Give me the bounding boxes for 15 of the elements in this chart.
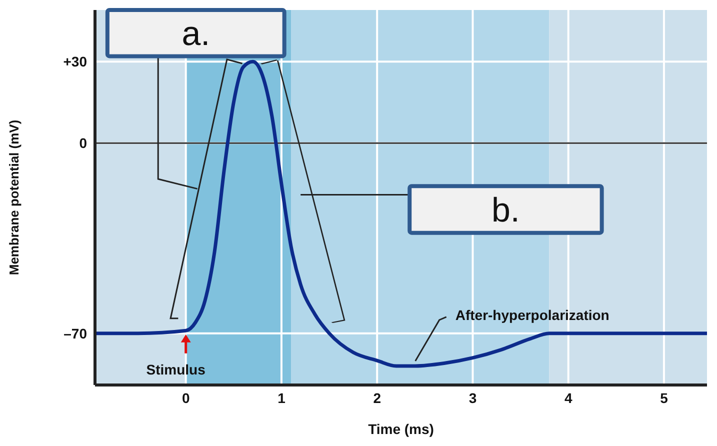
x-tick-label: 1 <box>278 390 286 406</box>
x-tick-label: 0 <box>182 390 190 406</box>
annotation: After-hyperpolarization <box>455 306 610 323</box>
x-axis-title: Time (ms) <box>368 421 434 437</box>
y-tick-label: –70 <box>64 325 88 342</box>
x-tick-label: 5 <box>660 390 668 406</box>
y-tick-label: +30 <box>63 54 88 70</box>
annotation: b. <box>492 191 520 230</box>
x-tick-label: 4 <box>564 390 572 406</box>
x-tick-label: 3 <box>468 390 477 406</box>
annotation: Stimulus <box>146 361 206 378</box>
annotation: a. <box>182 15 210 54</box>
y-tick-label: 0 <box>79 135 88 152</box>
y-axis-title: Membrane potential (mV) <box>6 120 22 276</box>
x-tick-label: 2 <box>373 390 382 406</box>
